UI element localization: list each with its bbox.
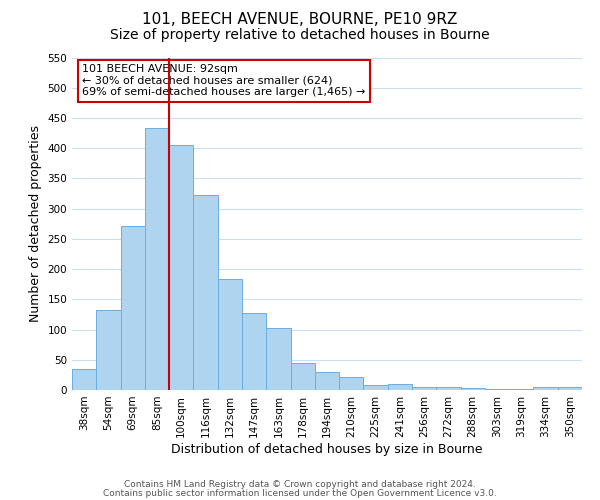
Bar (315, 372, 339, 390)
Bar (193, 194, 218, 390)
Bar (169, 145, 193, 390)
Bar (461, 388, 485, 390)
Bar (290, 363, 315, 390)
Bar (121, 226, 145, 390)
Text: Size of property relative to detached houses in Bourne: Size of property relative to detached ho… (110, 28, 490, 42)
Bar (509, 389, 533, 390)
Bar (266, 328, 290, 390)
Bar (242, 312, 266, 390)
Bar (485, 389, 509, 390)
Bar (388, 384, 412, 390)
Bar (72, 369, 96, 390)
Text: Contains HM Land Registry data © Crown copyright and database right 2024.: Contains HM Land Registry data © Crown c… (124, 480, 476, 489)
Text: 101, BEECH AVENUE, BOURNE, PE10 9RZ: 101, BEECH AVENUE, BOURNE, PE10 9RZ (142, 12, 458, 28)
Y-axis label: Number of detached properties: Number of detached properties (29, 125, 42, 322)
Bar (412, 387, 436, 390)
Bar (96, 310, 121, 390)
Bar (339, 378, 364, 390)
Bar (218, 279, 242, 390)
Bar (364, 385, 388, 390)
Bar (145, 128, 169, 390)
Bar (436, 387, 461, 390)
X-axis label: Distribution of detached houses by size in Bourne: Distribution of detached houses by size … (171, 442, 483, 456)
Text: 101 BEECH AVENUE: 92sqm
← 30% of detached houses are smaller (624)
69% of semi-d: 101 BEECH AVENUE: 92sqm ← 30% of detache… (82, 64, 365, 98)
Bar (558, 387, 582, 390)
Text: Contains public sector information licensed under the Open Government Licence v3: Contains public sector information licen… (103, 489, 497, 498)
Bar (533, 387, 558, 390)
